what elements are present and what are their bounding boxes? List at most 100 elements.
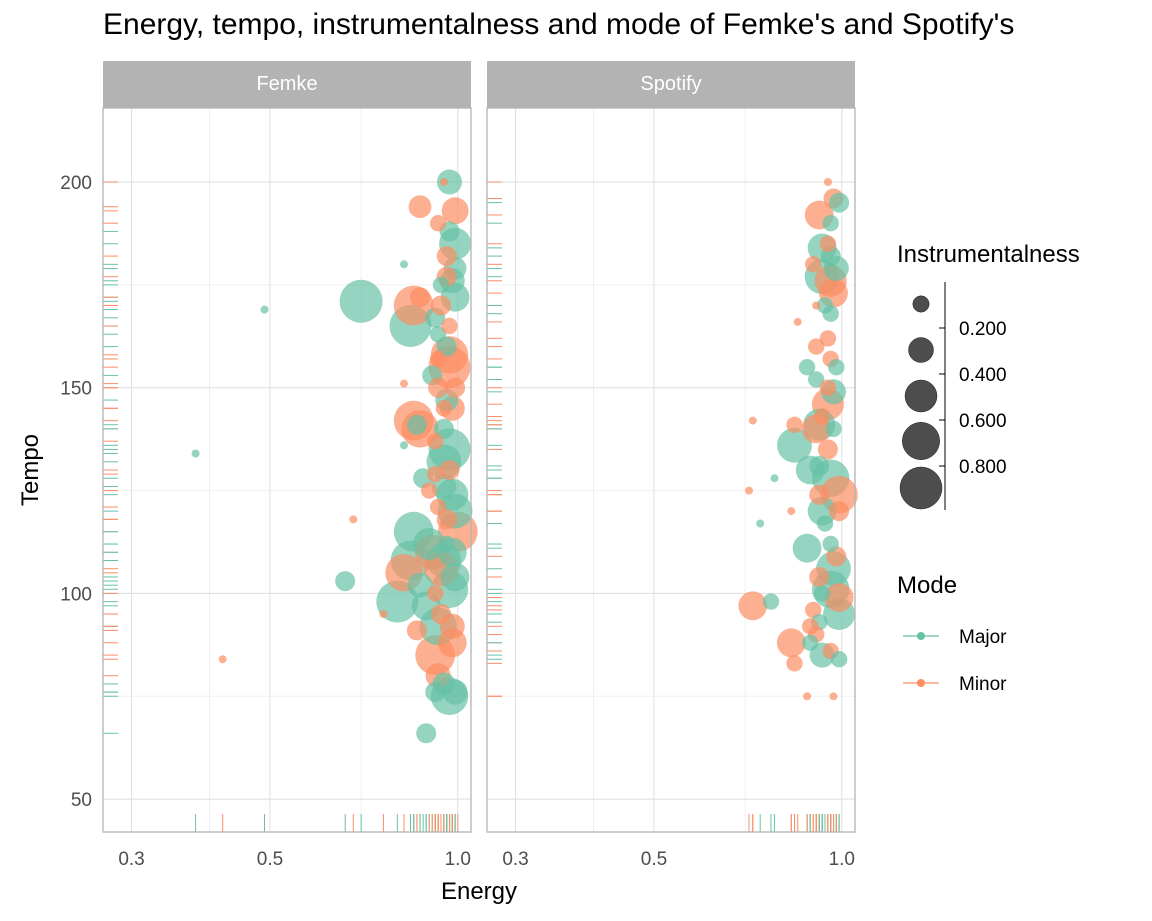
data-point-major xyxy=(808,371,825,388)
data-point-major xyxy=(400,441,408,450)
chart-title: Energy, tempo, instrumentalness and mode… xyxy=(103,8,1015,41)
data-point-major xyxy=(825,420,842,438)
data-point-major xyxy=(400,260,408,269)
data-point-minor xyxy=(218,655,227,664)
data-point-minor xyxy=(829,692,838,701)
data-point-minor xyxy=(819,330,837,347)
data-point-major xyxy=(798,359,816,376)
y-axis-title: Tempo xyxy=(17,434,44,506)
data-point-minor xyxy=(439,178,448,186)
size-legend-key xyxy=(902,422,940,460)
y-tick-label: 100 xyxy=(60,584,92,605)
data-point-major xyxy=(813,585,831,602)
data-point-major xyxy=(830,651,848,668)
data-point-minor xyxy=(823,178,832,186)
data-point-minor xyxy=(427,585,444,602)
data-point-minor xyxy=(805,256,822,273)
y-tick-label: 150 xyxy=(60,379,92,400)
data-point-minor xyxy=(429,215,447,232)
data-point-minor xyxy=(808,338,825,355)
data-point-major xyxy=(822,305,839,322)
mode-legend-label: Major xyxy=(959,627,1007,648)
data-point-minor xyxy=(410,287,430,308)
size-legend-label: 0.400 xyxy=(959,365,1007,386)
data-point-minor xyxy=(406,620,427,641)
x-tick-label: 1.0 xyxy=(445,849,471,870)
size-legend-key xyxy=(912,295,930,313)
data-point-major xyxy=(756,519,765,528)
data-point-minor xyxy=(809,484,830,505)
data-point-minor xyxy=(429,498,447,516)
data-point-major xyxy=(802,634,819,651)
data-point-major xyxy=(770,474,779,483)
facet-panel-femke xyxy=(102,107,478,833)
data-point-minor xyxy=(803,692,812,701)
data-point-minor xyxy=(400,379,408,388)
data-point-minor xyxy=(427,433,444,450)
mode-legend-key xyxy=(917,632,925,640)
data-point-minor xyxy=(738,591,768,621)
data-point-minor xyxy=(786,416,803,433)
data-point-major xyxy=(829,192,850,213)
data-point-minor xyxy=(445,377,466,398)
panel-background xyxy=(103,108,471,832)
x-tick-label: 0.5 xyxy=(257,849,283,870)
x-tick-label: 0.3 xyxy=(502,849,528,870)
data-point-major xyxy=(828,359,845,376)
size-legend-key xyxy=(904,379,938,413)
data-point-minor xyxy=(429,350,447,368)
data-point-major xyxy=(406,414,427,435)
data-point-minor xyxy=(431,295,451,316)
panel-border xyxy=(486,107,856,833)
data-point-minor xyxy=(745,486,753,495)
facet-strip-spotify: Spotify xyxy=(487,61,855,108)
x-tick-label: 0.5 xyxy=(641,849,667,870)
mode-legend-label: Minor xyxy=(959,674,1007,695)
size-legend-key xyxy=(908,337,934,363)
data-point-major xyxy=(822,535,839,553)
data-point-major xyxy=(413,528,446,560)
data-point-minor xyxy=(819,235,837,252)
facet-panel-spotify xyxy=(486,107,858,833)
data-point-minor xyxy=(787,507,796,516)
size-legend-label: 0.800 xyxy=(959,457,1007,478)
data-point-minor xyxy=(793,317,802,326)
data-point-minor xyxy=(813,408,831,425)
data-point-major xyxy=(416,723,437,744)
data-point-minor xyxy=(441,317,458,335)
y-tick-label: 200 xyxy=(60,173,92,194)
data-point-minor xyxy=(436,246,457,267)
data-point-major xyxy=(792,533,822,563)
y-tick-label: 50 xyxy=(71,790,92,811)
size-legend-title: Instrumentalness xyxy=(897,241,1080,268)
mode-legend-key xyxy=(917,679,925,687)
data-point-major xyxy=(425,682,446,703)
data-point-minor xyxy=(824,583,854,612)
data-point-major xyxy=(762,593,780,610)
data-point-major xyxy=(809,455,830,476)
data-point-minor xyxy=(408,195,432,219)
x-axis-title: Energy xyxy=(441,878,517,905)
facet-strip-femke: Femke xyxy=(103,61,471,108)
data-point-minor xyxy=(428,377,449,398)
data-point-major xyxy=(339,279,383,323)
size-legend-key xyxy=(899,466,943,510)
data-point-major xyxy=(260,305,269,314)
mode-legend-title: Mode xyxy=(897,572,957,599)
data-point-major xyxy=(407,572,433,598)
size-legend-label: 0.600 xyxy=(959,411,1007,432)
data-point-minor xyxy=(439,460,460,480)
data-point-major xyxy=(777,427,812,463)
data-point-minor xyxy=(435,400,453,417)
data-point-major xyxy=(438,535,455,553)
data-point-major xyxy=(432,276,450,294)
data-point-minor xyxy=(421,482,438,499)
data-point-minor xyxy=(817,439,838,460)
data-point-minor xyxy=(431,604,451,624)
data-point-major xyxy=(816,515,834,532)
data-point-minor xyxy=(812,301,821,310)
data-point-major xyxy=(440,562,470,592)
data-point-minor xyxy=(427,465,444,483)
size-legend-label: 0.200 xyxy=(959,319,1007,340)
data-point-major xyxy=(191,449,200,458)
